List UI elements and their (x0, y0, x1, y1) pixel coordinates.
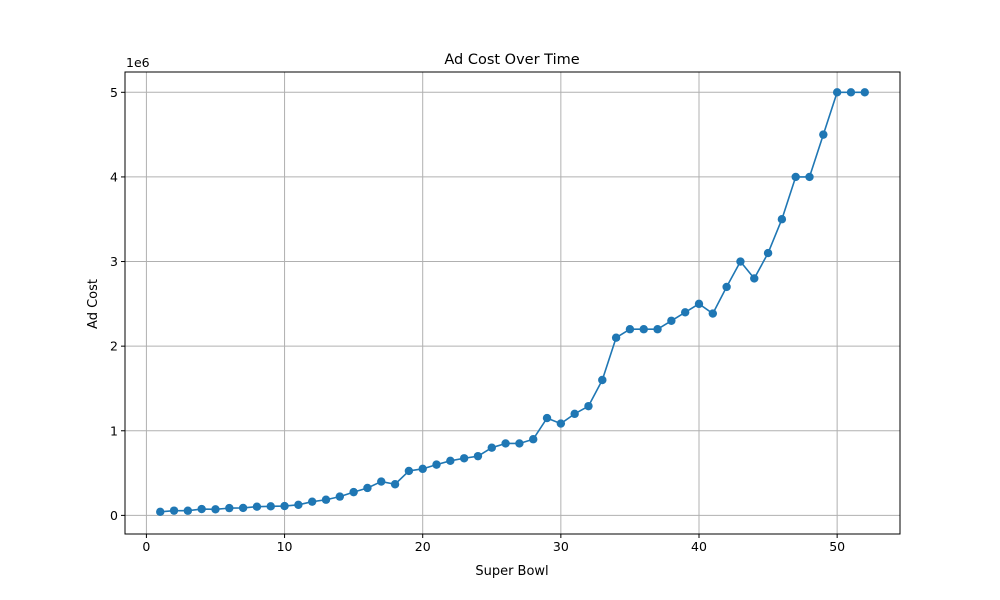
data-point (777, 215, 787, 224)
y-axis-label: Ad Cost (86, 279, 101, 329)
data-point (197, 504, 206, 514)
y-axis-ticks: 0 1 2 3 4 5 (110, 85, 125, 523)
data-point (680, 308, 690, 317)
data-point (404, 466, 414, 476)
data-point (183, 506, 193, 515)
data-point (832, 88, 842, 97)
grid-lines (125, 72, 900, 534)
data-point (667, 316, 676, 325)
data-point (501, 439, 510, 448)
x-tick-label: 40 (691, 539, 707, 554)
y-axis-offset-label: 1e6 (126, 55, 150, 70)
data-point (708, 309, 718, 318)
data-point (542, 413, 552, 423)
data-point (515, 439, 524, 448)
data-point (459, 454, 469, 463)
data-point (169, 506, 179, 515)
data-point (294, 500, 303, 510)
series-line (160, 91, 865, 513)
x-tick-label: 0 (142, 539, 150, 554)
data-point (238, 503, 248, 513)
data-point (446, 456, 455, 466)
data-point (473, 451, 483, 461)
data-point (156, 507, 165, 517)
y-tick-label: 1 (110, 423, 118, 438)
data-point (722, 282, 731, 292)
data-point (225, 503, 234, 513)
data-point (846, 88, 856, 97)
x-axis-label: Super Bowl (475, 564, 548, 579)
data-point (611, 333, 621, 342)
chart-title: Ad Cost Over Time (444, 52, 579, 68)
x-tick-label: 30 (553, 539, 569, 554)
data-point (653, 325, 662, 334)
data-point (694, 299, 704, 309)
data-point (584, 401, 593, 411)
x-tick-label: 50 (829, 539, 845, 554)
y-tick-label: 3 (110, 254, 118, 269)
data-point (819, 130, 828, 139)
data-point (418, 464, 427, 474)
data-point (335, 492, 345, 501)
data-point (763, 248, 773, 258)
x-axis-ticks: 0 10 20 30 40 50 (142, 534, 845, 554)
x-tick-label: 10 (277, 539, 293, 554)
data-point (307, 497, 317, 506)
y-tick-label: 5 (110, 85, 118, 100)
data-point (736, 257, 745, 266)
data-point (487, 443, 496, 452)
data-point (625, 325, 635, 334)
data-point (639, 325, 648, 334)
data-point (390, 480, 400, 489)
y-tick-label: 0 (110, 508, 118, 523)
data-point (377, 477, 386, 486)
data-point (321, 495, 331, 504)
data-point (266, 502, 275, 511)
data-series (156, 88, 869, 517)
data-point (211, 505, 220, 514)
data-point (860, 88, 869, 97)
axes-frame (124, 71, 901, 535)
data-point (598, 375, 607, 385)
data-point (570, 409, 579, 419)
data-point (750, 274, 759, 283)
x-tick-label: 20 (415, 539, 431, 554)
data-point (556, 419, 566, 428)
y-tick-label: 2 (110, 339, 118, 354)
data-point (280, 501, 289, 511)
data-point (349, 487, 358, 497)
data-point (805, 172, 814, 182)
data-point (252, 502, 262, 511)
data-point (529, 435, 538, 444)
data-point (791, 172, 800, 182)
y-tick-label: 4 (110, 169, 118, 184)
data-point (432, 460, 441, 469)
data-point (363, 483, 372, 493)
